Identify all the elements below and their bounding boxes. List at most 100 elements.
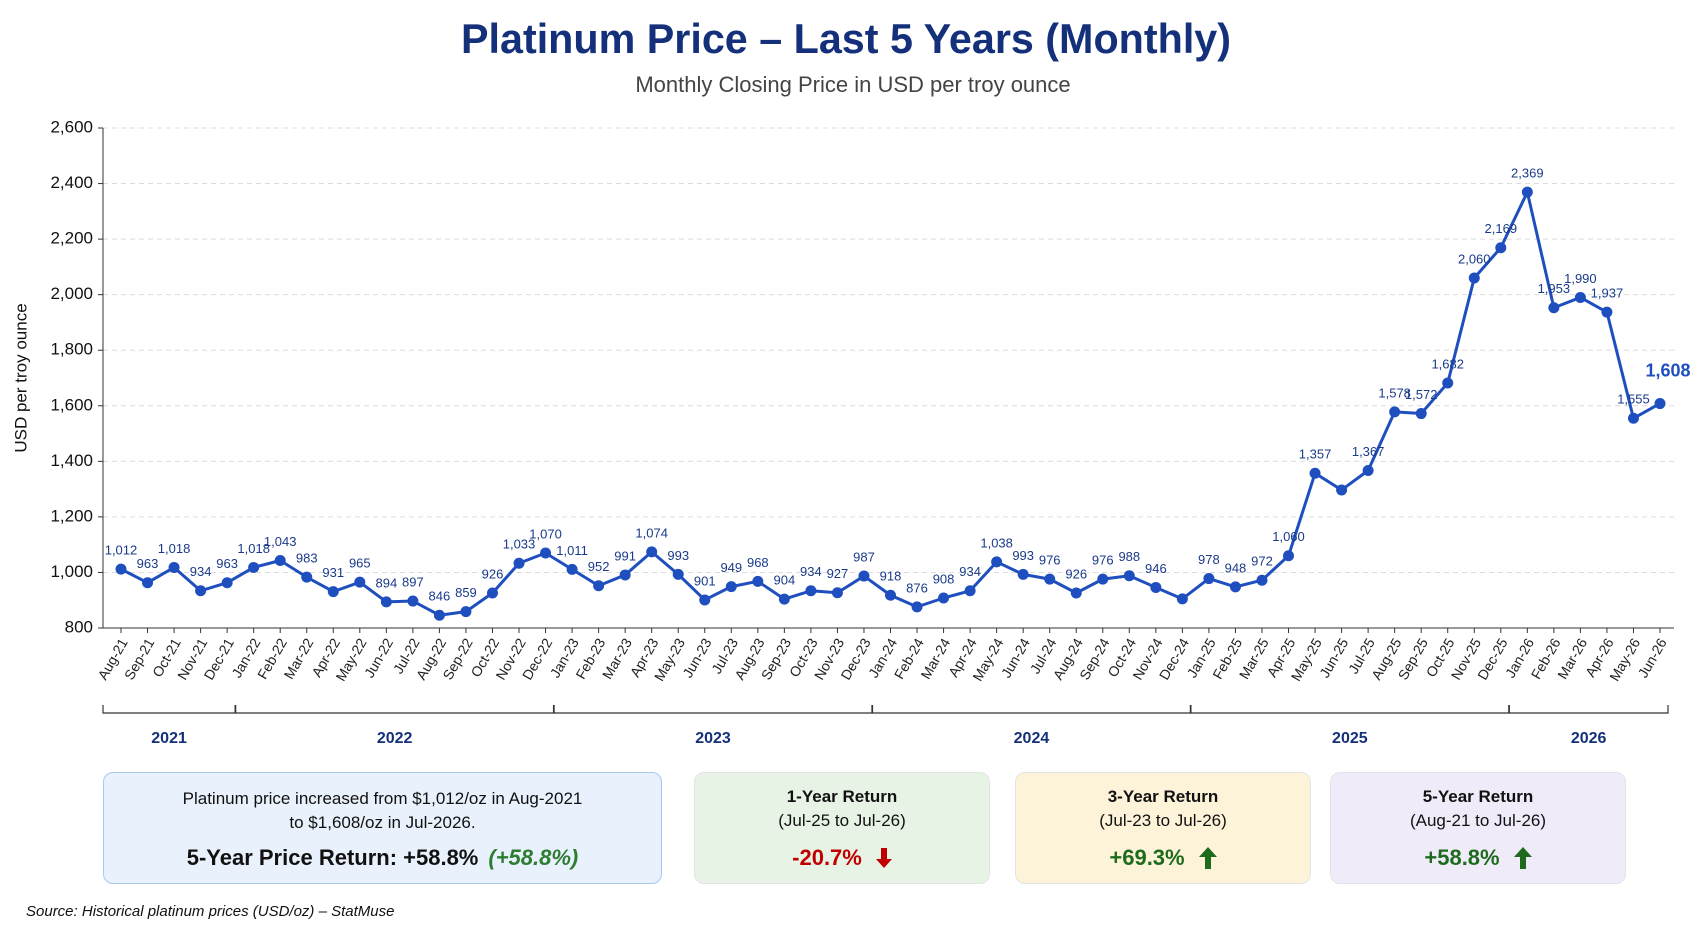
price-point [752, 575, 764, 587]
price-point [1309, 467, 1321, 479]
price-point [433, 609, 445, 621]
summary-return: 5-Year Price Return: +58.8% (+58.8%) [104, 845, 661, 871]
card-period: (Jul-25 to Jul-26) [778, 811, 906, 830]
value-label: 963 [216, 556, 238, 571]
value-label: 1,060 [1272, 529, 1305, 544]
card-period: (Aug-21 to Jul-26) [1409, 811, 1547, 830]
return-card: 1-Year Return (Jul-25 to Jul-26) -20.7% [694, 772, 990, 884]
price-point [725, 581, 737, 593]
price-point [778, 593, 790, 605]
price-point [221, 577, 233, 589]
price-point [301, 571, 313, 583]
card-title: 1-Year Return [786, 787, 898, 806]
price-point [1203, 573, 1215, 585]
price-point [327, 586, 339, 598]
price-point [1336, 484, 1348, 496]
value-label: 946 [1145, 561, 1167, 576]
chart-title: Platinum Price – Last 5 Years (Monthly) [461, 15, 1231, 62]
return-card: 5-Year Return (Aug-21 to Jul-26) +58.8% [1330, 772, 1626, 884]
year-label: 2021 [151, 730, 187, 747]
price-point [1389, 406, 1401, 418]
year-label: 2022 [377, 730, 413, 747]
price-point [672, 568, 684, 580]
return-card: 3-Year Return (Jul-23 to Jul-26) +69.3% [1015, 772, 1311, 884]
arrow-up [1513, 847, 1532, 869]
value-label: 991 [614, 548, 636, 563]
price-point [1256, 574, 1268, 586]
value-label: 1,038 [980, 535, 1013, 550]
value-label: 1,018 [237, 541, 270, 556]
price-point [1150, 581, 1162, 593]
card-title: 3-Year Return [1107, 787, 1219, 806]
price-point [142, 577, 154, 589]
y-tick-label: 800 [65, 617, 93, 636]
year-label: 2025 [1332, 730, 1368, 747]
arrow-up [1198, 847, 1217, 869]
chart-subtitle: Monthly Closing Price in USD per troy ou… [635, 72, 1070, 97]
price-point [274, 555, 286, 566]
card-value: +58.8% [1424, 845, 1500, 870]
y-tick-label: 2,600 [50, 117, 93, 136]
value-label: 1,682 [1431, 356, 1464, 371]
price-point [1229, 581, 1241, 593]
value-label: 1,555 [1617, 392, 1650, 407]
price-point [1654, 398, 1666, 410]
value-label: 876 [906, 580, 928, 595]
year-bracket [553, 705, 873, 714]
value-label: 1,043 [264, 534, 297, 549]
price-point [380, 596, 392, 608]
value-label: 978 [1198, 552, 1220, 567]
price-point [195, 585, 207, 597]
value-label: 993 [1012, 548, 1034, 563]
value-label: 1,011 [556, 543, 588, 558]
price-point [354, 576, 366, 588]
year-bracket [1190, 705, 1510, 714]
card-value-row: +58.8% [1331, 845, 1625, 871]
price-point [1601, 306, 1613, 318]
y-tick-label: 2,000 [50, 284, 93, 303]
price-point [619, 569, 631, 581]
price-point [991, 556, 1003, 568]
price-point [407, 595, 419, 607]
summary-box: Platinum price increased from $1,012/oz … [103, 772, 662, 884]
year-label: 2024 [1014, 730, 1050, 747]
value-label: 1,074 [635, 525, 668, 540]
price-point [115, 563, 127, 575]
value-label: 976 [1092, 553, 1114, 568]
price-point [1176, 593, 1188, 605]
value-label: 1,953 [1538, 281, 1571, 296]
year-bracket [1508, 705, 1669, 714]
value-label: 1,608 [1645, 360, 1690, 380]
price-point [1627, 412, 1639, 424]
price-point [646, 546, 658, 558]
price-point [1044, 573, 1056, 585]
value-label: 846 [429, 589, 451, 604]
value-label: 894 [375, 575, 397, 590]
price-point [964, 585, 976, 597]
value-label: 965 [349, 556, 371, 571]
value-label: 1,033 [503, 537, 536, 552]
y-tick-label: 1,200 [50, 506, 93, 525]
value-label: 976 [1039, 553, 1061, 568]
price-point [1362, 465, 1374, 476]
value-label: 934 [190, 564, 212, 579]
card-period: (Jul-23 to Jul-26) [1099, 811, 1227, 830]
price-point [513, 557, 525, 569]
value-label: 934 [959, 564, 981, 579]
price-point [593, 580, 605, 592]
value-label: 963 [137, 556, 159, 571]
value-label: 1,012 [105, 543, 138, 558]
card-value: -20.7% [792, 845, 862, 870]
price-point [938, 592, 950, 604]
card-value-row: -20.7% [695, 845, 989, 871]
price-point [460, 606, 472, 618]
value-label: 972 [1251, 554, 1273, 569]
y-tick-label: 1,600 [50, 395, 93, 414]
year-bracket [102, 705, 236, 714]
year-bracket [871, 705, 1191, 714]
y-tick-label: 1,400 [50, 451, 93, 470]
value-label: 2,369 [1511, 166, 1544, 181]
price-point [1283, 550, 1295, 562]
